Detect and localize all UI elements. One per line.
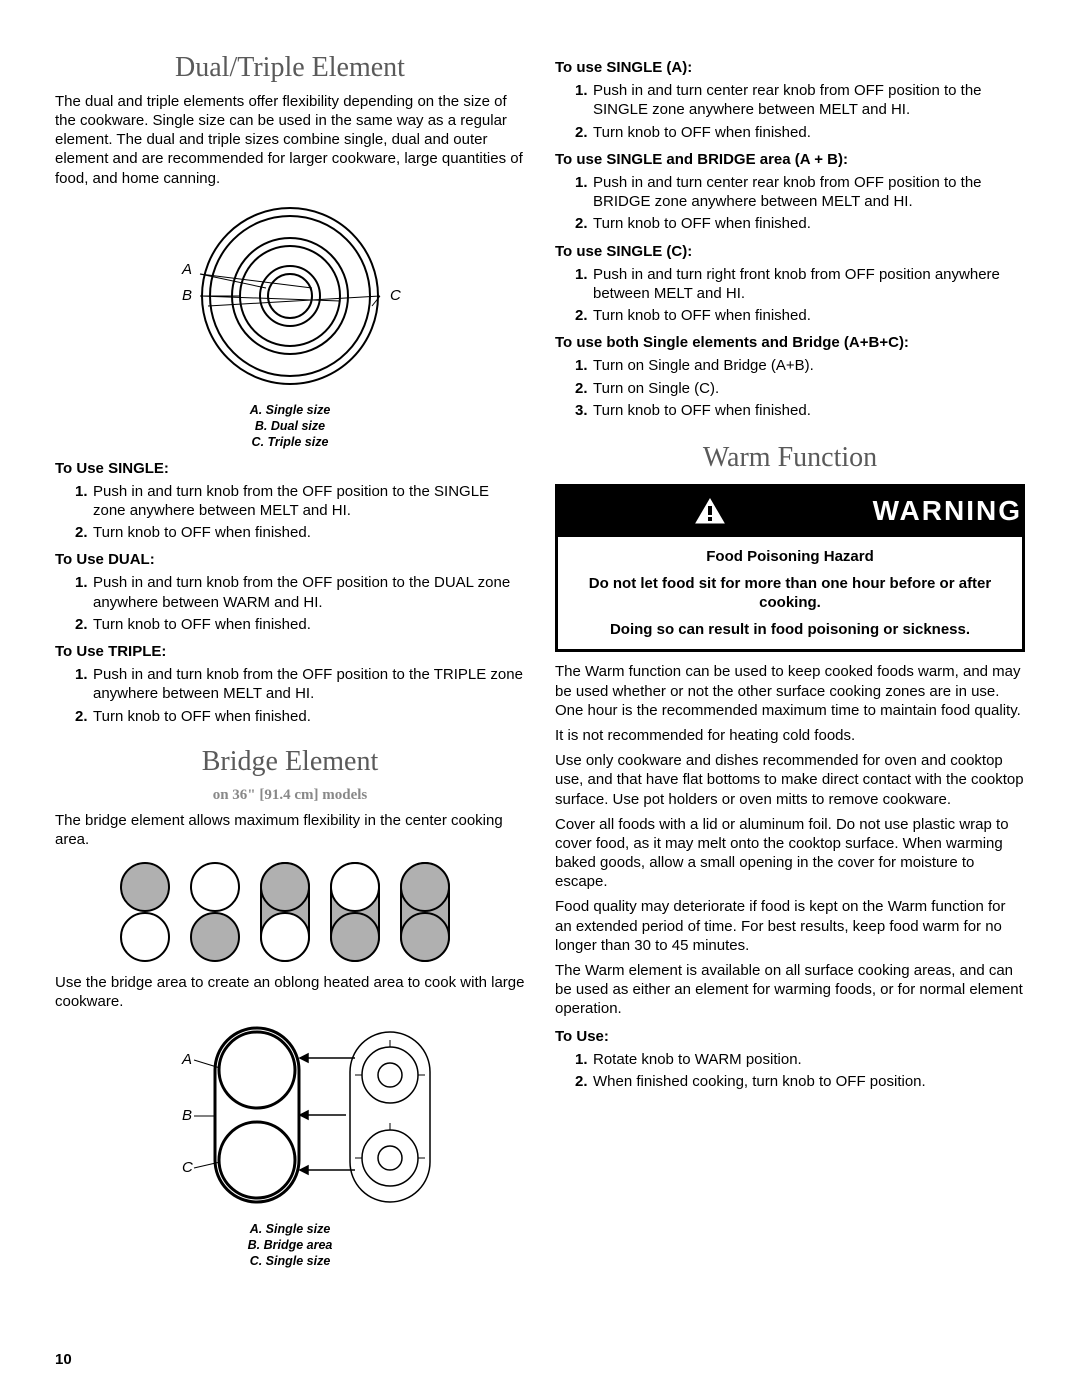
- page-number: 10: [55, 1350, 72, 1369]
- right-column: To use SINGLE (A): 1.Push in and turn ce…: [555, 50, 1025, 1277]
- bridge-intro: The bridge element allows maximum flexib…: [55, 811, 525, 849]
- svg-text:C: C: [182, 1159, 193, 1176]
- to-use-dual-list: 1.Push in and turn knob from the OFF pos…: [55, 573, 525, 634]
- label-C: C: [390, 287, 401, 304]
- concentric-diagram: A B C: [55, 196, 525, 396]
- singleBridge-list: 1.Push in and turn center rear knob from…: [555, 173, 1025, 234]
- to-use-single-heading: To Use SINGLE:: [55, 459, 525, 478]
- singleBridge-heading: To use SINGLE and BRIDGE area (A + B):: [555, 150, 1025, 169]
- warm-title: Warm Function: [555, 440, 1025, 476]
- dual-triple-intro: The dual and triple elements offer flexi…: [55, 92, 525, 188]
- warning-header: WARNING: [558, 487, 1022, 537]
- bridge-labeled-diagram: A B C: [55, 1020, 525, 1215]
- bridge-combos-diagram: [55, 857, 525, 967]
- warn-line1: Do not let food sit for more than one ho…: [572, 574, 1008, 612]
- warm-use-list: 1.Rotate knob to WARM position. 2.When f…: [555, 1050, 1025, 1091]
- warm-p6: The Warm element is available on all sur…: [555, 961, 1025, 1019]
- warm-p1: The Warm function can be used to keep co…: [555, 662, 1025, 720]
- label-A: A: [181, 261, 192, 278]
- bridge-title: Bridge Element: [55, 744, 525, 780]
- to-use-triple-list: 1.Push in and turn knob from the OFF pos…: [55, 665, 525, 726]
- to-use-single-list: 1.Push in and turn knob from the OFF pos…: [55, 482, 525, 543]
- warm-p2: It is not recommended for heating cold f…: [555, 726, 1025, 745]
- concentric-legend: A. Single size B. Dual size C. Triple si…: [55, 402, 525, 451]
- warm-use-heading: To Use:: [555, 1027, 1025, 1046]
- warning-body: Food Poisoning Hazard Do not let food si…: [558, 537, 1022, 650]
- warn-title: Food Poisoning Hazard: [572, 547, 1008, 566]
- warning-box: WARNING Food Poisoning Hazard Do not let…: [555, 484, 1025, 653]
- warning-label: WARNING: [873, 493, 1022, 529]
- svg-text:B: B: [182, 1107, 192, 1124]
- warm-p5: Food quality may deteriorate if food is …: [555, 897, 1025, 955]
- warm-p4: Cover all foods with a lid or aluminum f…: [555, 815, 1025, 892]
- singleA-list: 1.Push in and turn center rear knob from…: [555, 81, 1025, 142]
- bridge-midtext: Use the bridge area to create an oblong …: [55, 973, 525, 1011]
- label-B: B: [182, 287, 192, 304]
- singleC-list: 1.Push in and turn right front knob from…: [555, 265, 1025, 326]
- left-column: Dual/Triple Element The dual and triple …: [55, 50, 525, 1277]
- warm-p3: Use only cookware and dishes recommended…: [555, 751, 1025, 809]
- svg-text:A: A: [181, 1051, 192, 1068]
- to-use-dual-heading: To Use DUAL:: [55, 550, 525, 569]
- both-list: 1.Turn on Single and Bridge (A+B). 2.Tur…: [555, 356, 1025, 420]
- singleC-heading: To use SINGLE (C):: [555, 242, 1025, 261]
- warning-icon: [695, 498, 725, 524]
- to-use-triple-heading: To Use TRIPLE:: [55, 642, 525, 661]
- both-heading: To use both Single elements and Bridge (…: [555, 333, 1025, 352]
- singleA-heading: To use SINGLE (A):: [555, 58, 1025, 77]
- dual-triple-title: Dual/Triple Element: [55, 50, 525, 86]
- bridge-subtitle: on 36" [91.4 cm] models: [55, 786, 525, 805]
- warn-line2: Doing so can result in food poisoning or…: [572, 620, 1008, 639]
- bridge-legend: A. Single size B. Bridge area C. Single …: [55, 1221, 525, 1270]
